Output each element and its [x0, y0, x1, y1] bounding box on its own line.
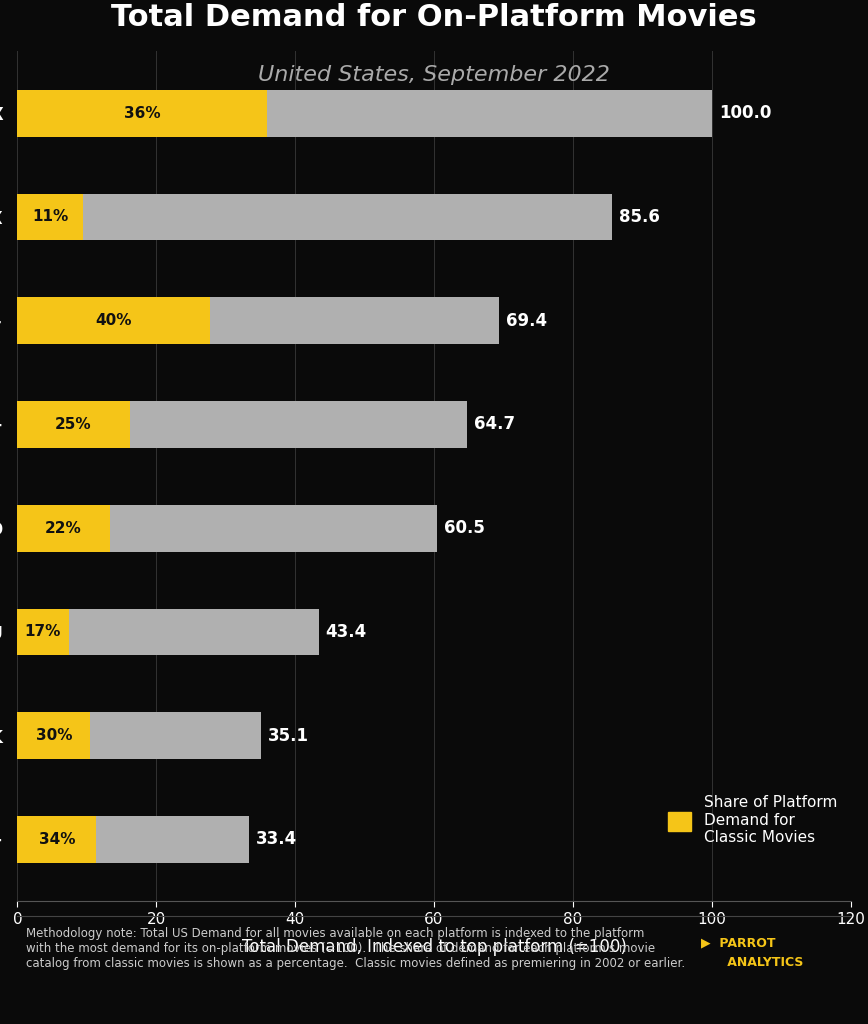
Bar — [17, 608, 69, 655]
Bar — [17, 297, 210, 344]
Bar — [17, 401, 467, 447]
Text: 100.0: 100.0 — [719, 104, 771, 122]
Text: 69.4: 69.4 — [506, 311, 548, 330]
Text: 35.1: 35.1 — [268, 727, 309, 744]
Text: United States, September 2022: United States, September 2022 — [258, 65, 610, 85]
Bar — [17, 194, 82, 241]
Text: 25%: 25% — [56, 417, 92, 432]
Title: Total Demand for On-Platform Movies: Total Demand for On-Platform Movies — [111, 3, 757, 32]
Bar — [17, 401, 129, 447]
Text: 30%: 30% — [36, 728, 72, 743]
Bar — [17, 90, 712, 136]
Text: 34%: 34% — [38, 831, 75, 847]
Bar — [17, 816, 249, 863]
Text: 11%: 11% — [32, 210, 69, 224]
Text: Methodology note: Total US Demand for all movies available on each platform is i: Methodology note: Total US Demand for al… — [26, 927, 685, 970]
Bar — [17, 505, 109, 552]
Text: 85.6: 85.6 — [619, 208, 660, 226]
Text: 43.4: 43.4 — [326, 623, 367, 641]
Text: ▶  PARROT
      ANALYTICS: ▶ PARROT ANALYTICS — [700, 937, 803, 969]
Bar — [17, 297, 499, 344]
Bar — [17, 90, 267, 136]
Bar — [17, 816, 96, 863]
Text: 33.4: 33.4 — [256, 830, 298, 849]
Text: 40%: 40% — [95, 313, 132, 329]
Bar — [17, 713, 90, 759]
Text: 64.7: 64.7 — [474, 416, 515, 433]
Bar — [17, 194, 612, 241]
Legend: Share of Platform
Demand for
Classic Movies: Share of Platform Demand for Classic Mov… — [662, 790, 843, 851]
Bar — [17, 608, 319, 655]
Bar — [17, 505, 437, 552]
Text: 17%: 17% — [25, 625, 61, 639]
Bar — [17, 713, 261, 759]
Text: 36%: 36% — [124, 105, 161, 121]
Text: 22%: 22% — [45, 521, 82, 536]
X-axis label: Total Demand, Indexed to top platform (=100): Total Demand, Indexed to top platform (=… — [241, 938, 627, 956]
Text: 60.5: 60.5 — [444, 519, 485, 538]
